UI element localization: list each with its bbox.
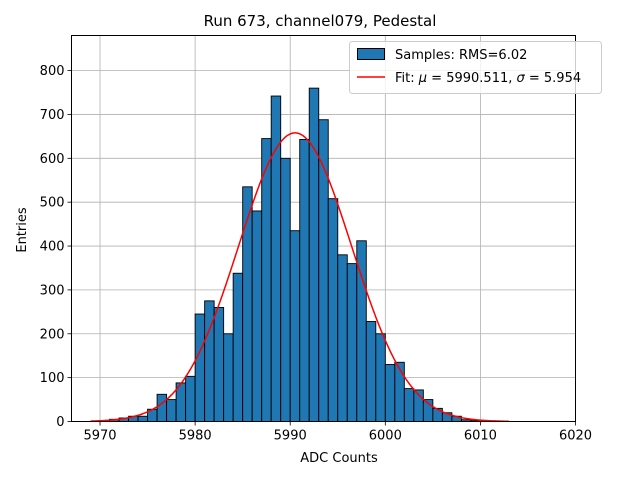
histogram-bar xyxy=(185,375,196,422)
histogram-bar xyxy=(337,254,348,422)
legend-histogram-label: Samples: RMS=6.02 xyxy=(395,48,527,63)
histogram-bar xyxy=(166,399,177,422)
histogram-bar xyxy=(327,198,339,422)
y-tick-label: 700 xyxy=(40,108,65,123)
histogram-bar xyxy=(204,300,215,422)
histogram-bar xyxy=(318,119,329,422)
legend-fit-mu-value: = 5990.511, xyxy=(427,71,516,86)
y-tick-label: 600 xyxy=(40,152,65,167)
histogram-bar xyxy=(403,388,415,422)
histogram-bar xyxy=(137,415,149,422)
histogram-bar xyxy=(289,230,301,422)
y-tick-label: 400 xyxy=(40,240,65,255)
legend: Samples: RMS=6.02 Fit: μ = 5990.511, σ =… xyxy=(349,41,602,94)
histogram-bar xyxy=(194,313,206,422)
x-tick-label: 6020 xyxy=(559,429,592,444)
legend-fit-sigma-value: = 5.954 xyxy=(525,71,581,86)
histogram-bar xyxy=(308,87,320,422)
legend-fit-sigma-symbol: σ xyxy=(517,71,526,86)
histogram-bar xyxy=(242,186,253,422)
legend-box xyxy=(349,41,602,94)
y-tick-label: 0 xyxy=(56,415,64,430)
x-tick-label: 5990 xyxy=(274,429,307,444)
x-tick-label: 5970 xyxy=(83,429,116,444)
y-tick-label: 500 xyxy=(40,196,65,211)
x-tick-label: 5980 xyxy=(179,429,212,444)
x-axis-label: ADC Counts xyxy=(300,451,378,466)
legend-fit-prefix: Fit: xyxy=(395,71,419,86)
histogram-bar xyxy=(232,272,244,422)
x-tick-label: 6000 xyxy=(369,429,402,444)
histogram-bar xyxy=(261,138,272,422)
y-tick-label: 800 xyxy=(40,64,65,79)
chart-title: Run 673, channel079, Pedestal xyxy=(204,12,437,30)
histogram-bar xyxy=(384,364,396,422)
plot-frame xyxy=(71,35,576,422)
histogram-bar xyxy=(365,321,377,422)
fit-curve xyxy=(90,132,509,423)
x-axis-ticks: 5970 5980 5990 6000 6010 6020 xyxy=(83,421,592,444)
y-axis-label: Entries xyxy=(15,207,30,253)
histogram-bar xyxy=(223,333,234,422)
histogram-bar xyxy=(394,361,405,422)
legend-fit-label: Fit: μ = 5990.511, σ = 5.954 xyxy=(395,71,581,86)
legend-fit-mu-symbol: μ xyxy=(418,71,427,86)
histogram-bar xyxy=(251,210,263,422)
y-tick-label: 100 xyxy=(40,371,65,386)
histogram-bar xyxy=(375,333,386,422)
x-tick-label: 6010 xyxy=(464,429,497,444)
histogram-bar xyxy=(299,139,310,422)
y-tick-label: 300 xyxy=(40,283,65,298)
histogram-bar xyxy=(213,307,225,422)
histogram-bars xyxy=(99,87,491,422)
histogram-bar xyxy=(280,157,291,422)
legend-histogram-swatch xyxy=(357,48,385,60)
y-tick-label: 200 xyxy=(40,327,65,342)
y-axis-ticks: 0 100 200 300 400 500 600 700 800 xyxy=(40,64,72,430)
histogram-bar xyxy=(156,393,168,422)
histogram-bar xyxy=(346,263,358,422)
